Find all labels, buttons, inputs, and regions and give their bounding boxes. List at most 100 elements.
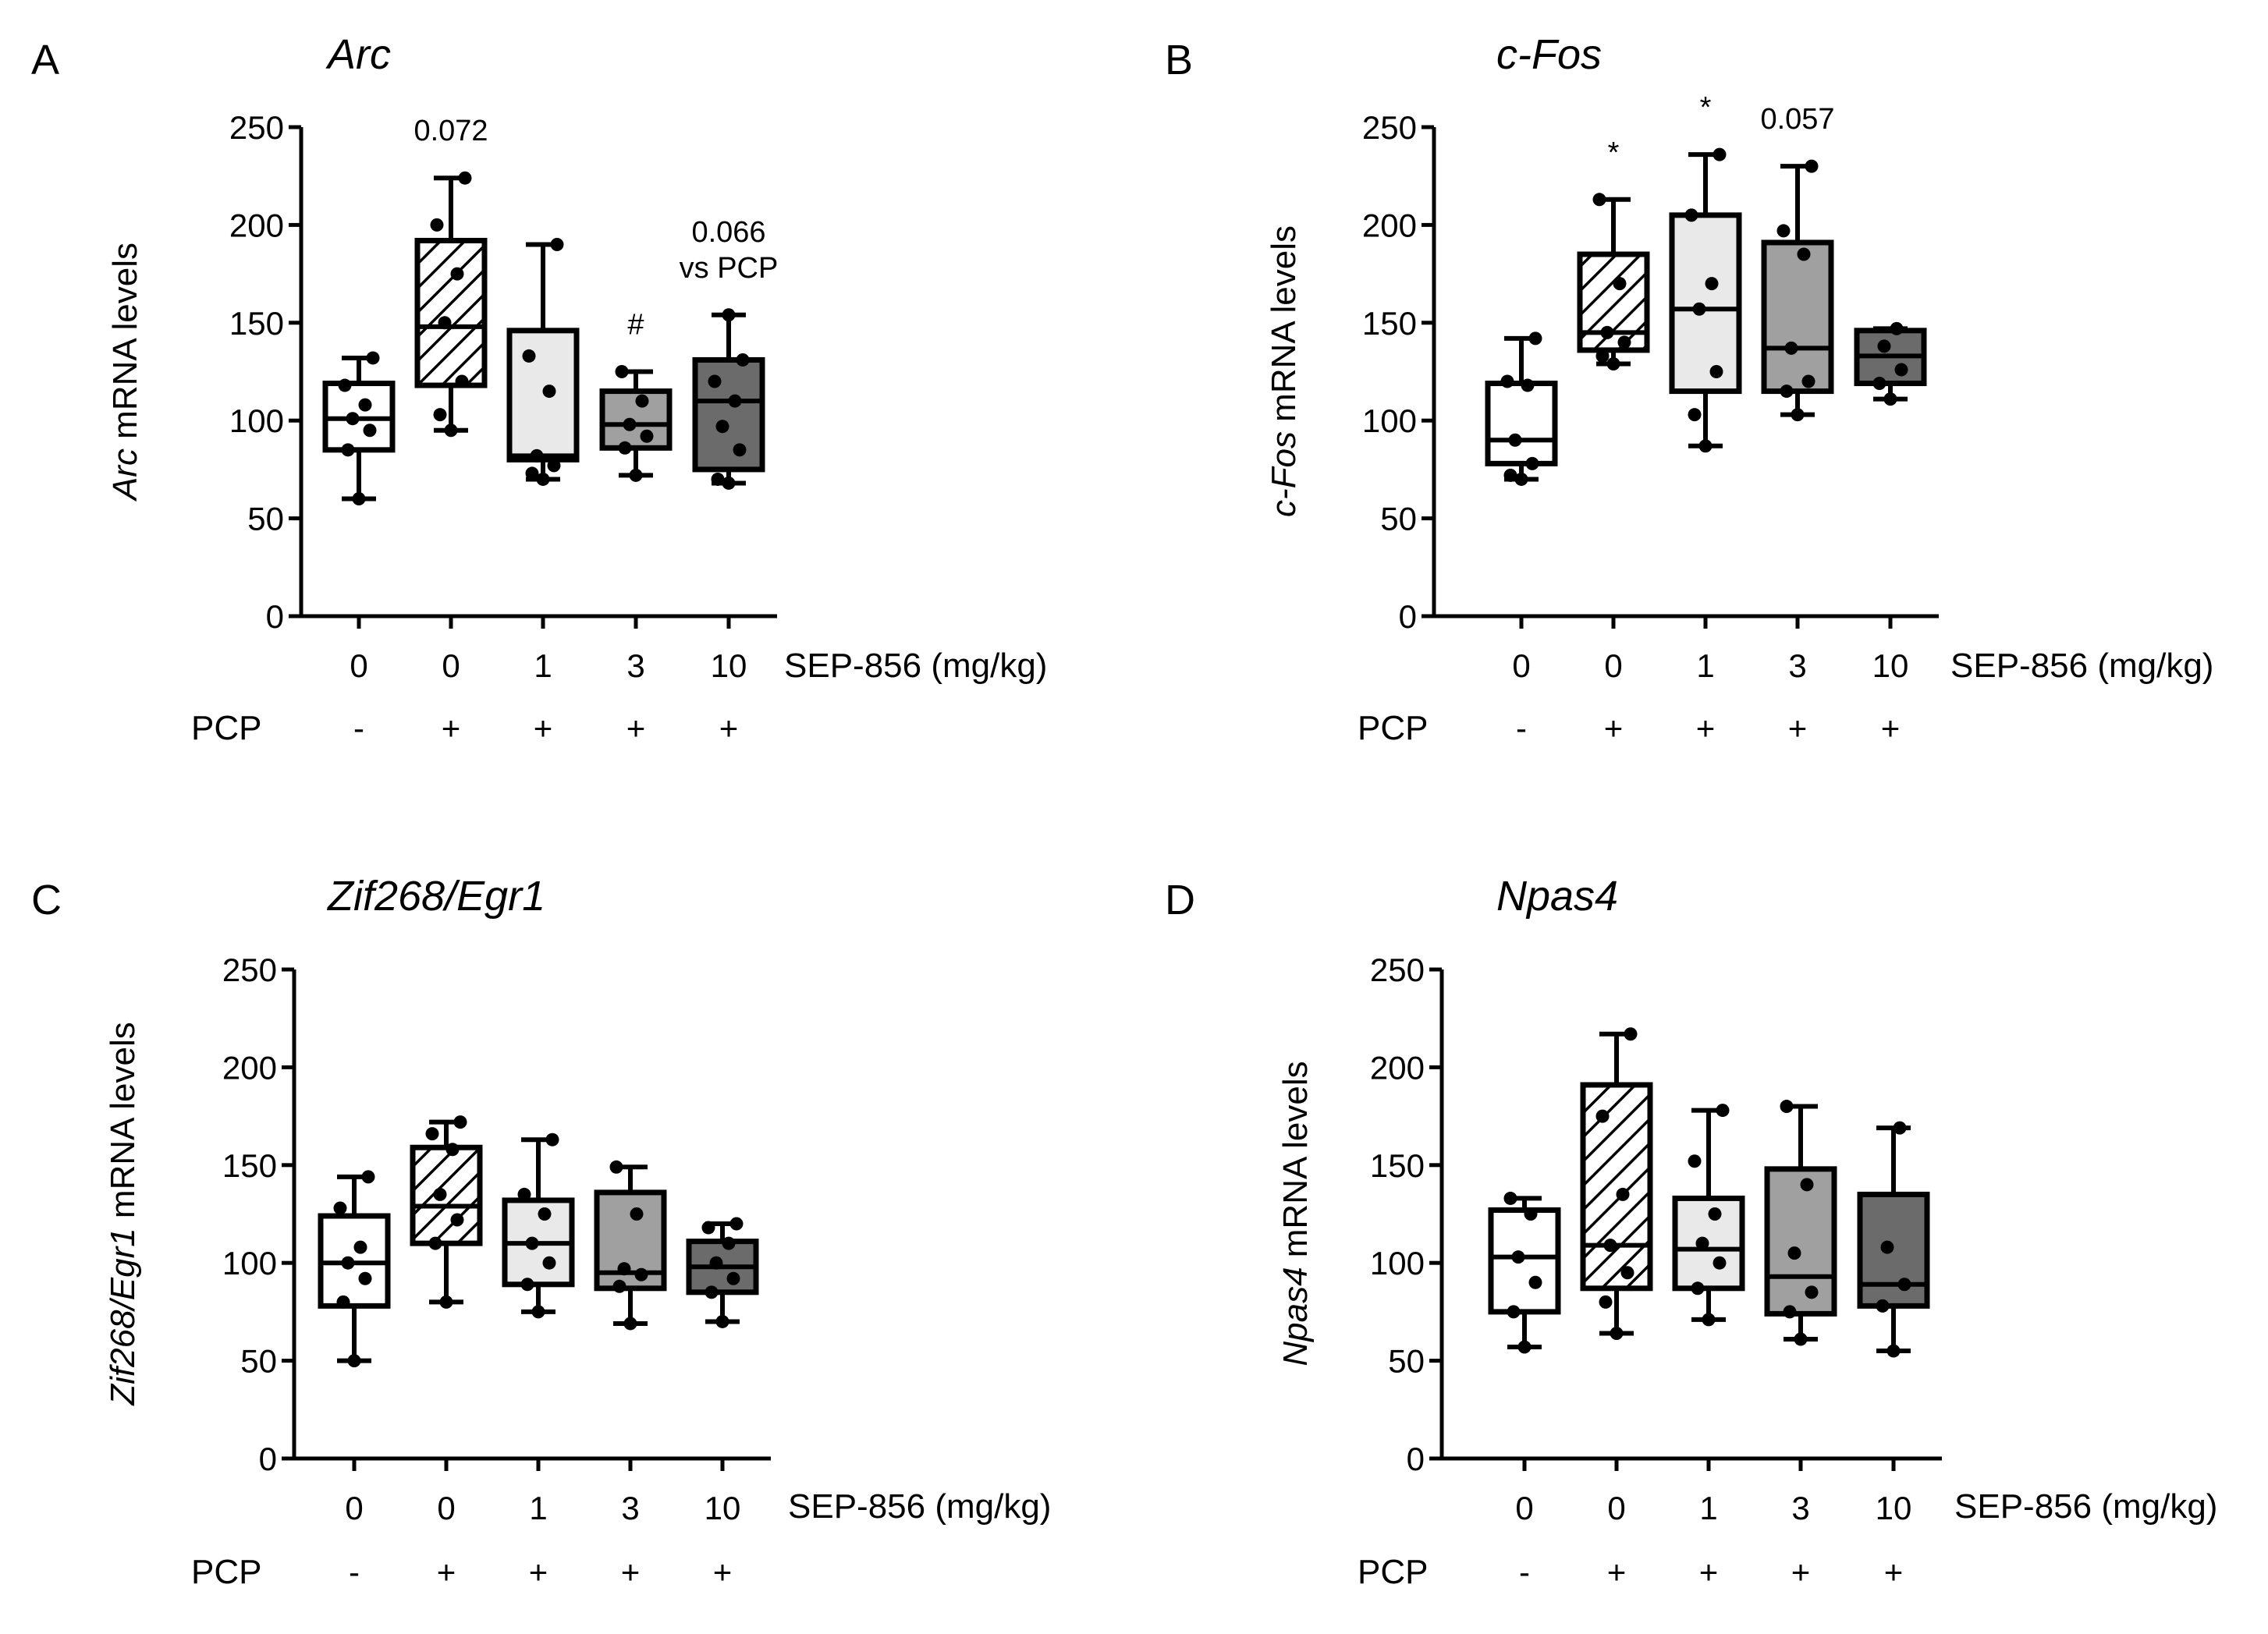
pcp-indicator: + <box>1788 710 1808 746</box>
y-axis-gene-name: c-Fos <box>1265 431 1303 517</box>
iqr-box <box>1485 381 1558 466</box>
data-point <box>1500 374 1514 388</box>
data-point <box>358 398 372 412</box>
y-tick-label: 50 <box>247 501 284 537</box>
data-point <box>1514 472 1528 486</box>
data-point <box>1897 1278 1911 1292</box>
pcp-indicator: + <box>442 710 461 746</box>
significance-annotation: 0.066 <box>691 216 765 249</box>
y-tick-label: 250 <box>1362 109 1417 146</box>
box-group <box>318 1170 391 1368</box>
y-tick-label: 150 <box>229 305 284 342</box>
data-point <box>1508 433 1522 447</box>
data-point <box>1511 1250 1525 1264</box>
y-axis-label: Arc mRNA levels <box>106 243 144 502</box>
data-point <box>1713 1256 1727 1270</box>
iqr-box <box>506 328 580 463</box>
box-group <box>1857 1121 1930 1358</box>
x-tick-label: 0 <box>1512 647 1530 684</box>
box-group <box>692 308 765 490</box>
panel-title: Arc <box>325 31 391 78</box>
significance-annotation: vs PCP <box>680 252 779 285</box>
data-point <box>1603 1239 1617 1253</box>
y-tick-label: 0 <box>266 598 284 635</box>
y-tick-label: 0 <box>259 1441 277 1477</box>
y-tick-label: 200 <box>222 1049 277 1086</box>
y-axis-unit-text: mRNA levels <box>106 243 144 448</box>
data-point <box>530 448 544 463</box>
x-tick-label: 10 <box>705 1490 741 1526</box>
x-tick-label: 0 <box>1515 1490 1533 1526</box>
x-tick-label: 10 <box>1872 647 1909 684</box>
data-point <box>361 1170 375 1184</box>
box-group <box>594 1160 667 1331</box>
iqr-box <box>1764 1166 1837 1317</box>
data-point <box>542 385 556 399</box>
significance-annotation: * <box>1700 91 1712 124</box>
x-axis-label: SEP-856 (mg/kg) <box>788 1487 1051 1526</box>
box-group <box>686 1217 759 1328</box>
x-tick-label: 10 <box>1876 1490 1912 1526</box>
data-point <box>358 1271 372 1285</box>
pcp-indicator: + <box>713 1554 733 1590</box>
data-point <box>346 412 360 426</box>
x-tick-label: 10 <box>711 647 747 684</box>
data-point <box>640 429 654 443</box>
x-tick-label: 0 <box>442 647 460 684</box>
y-axis-gene-name: Npas4 <box>1276 1267 1315 1366</box>
panel-title: Npas4 <box>1496 873 1618 920</box>
data-point <box>630 1207 644 1221</box>
pcp-indicator: + <box>1696 710 1716 746</box>
x-tick-label: 0 <box>350 647 367 684</box>
data-point <box>733 443 747 457</box>
data-point <box>1708 1207 1722 1221</box>
data-point <box>1894 363 1908 377</box>
data-point <box>1525 456 1539 470</box>
data-point <box>433 1187 447 1201</box>
data-point <box>1780 1100 1794 1114</box>
box-group <box>599 365 673 482</box>
pcp-indicator: + <box>529 1554 548 1590</box>
significance-annotation: 0.057 <box>1760 103 1834 136</box>
iqr-box <box>414 237 488 388</box>
box-group <box>1669 147 1742 453</box>
data-point <box>615 365 629 378</box>
data-point <box>1797 247 1811 261</box>
y-tick-label: 50 <box>1380 501 1417 537</box>
data-point <box>341 1256 355 1270</box>
data-point <box>1595 349 1610 363</box>
data-point <box>536 472 550 486</box>
data-point <box>366 351 380 365</box>
data-point <box>623 1317 637 1331</box>
data-point <box>1503 468 1517 482</box>
data-point <box>617 1262 631 1276</box>
y-tick-label: 200 <box>229 207 284 243</box>
data-point <box>715 1314 729 1328</box>
data-point <box>1606 356 1620 370</box>
y-axis-unit-text: mRNA levels <box>104 1022 142 1228</box>
data-point <box>1877 339 1891 353</box>
y-tick-label: 50 <box>240 1343 277 1380</box>
significance-annotation: # <box>627 309 644 342</box>
data-point <box>1776 224 1791 238</box>
data-point <box>635 394 649 408</box>
data-point <box>612 1279 626 1293</box>
significance-annotation: * <box>1608 136 1620 169</box>
pcp-indicator: + <box>1884 1554 1904 1590</box>
data-point <box>609 1160 623 1174</box>
data-point <box>1702 1313 1716 1327</box>
y-tick-label: 250 <box>1370 952 1425 988</box>
x-tick-label: 3 <box>1791 1490 1809 1526</box>
data-point <box>1872 377 1886 391</box>
pcp-indicator: - <box>353 710 364 746</box>
pcp-row-label: PCP <box>1358 709 1428 747</box>
iqr-box <box>1669 212 1742 395</box>
y-tick-label: 0 <box>1399 598 1417 635</box>
data-point <box>1524 1207 1538 1221</box>
data-point <box>433 408 447 422</box>
data-point <box>1890 321 1904 335</box>
y-axis-unit-text: mRNA levels <box>1276 1061 1315 1267</box>
data-point <box>1599 1295 1613 1309</box>
